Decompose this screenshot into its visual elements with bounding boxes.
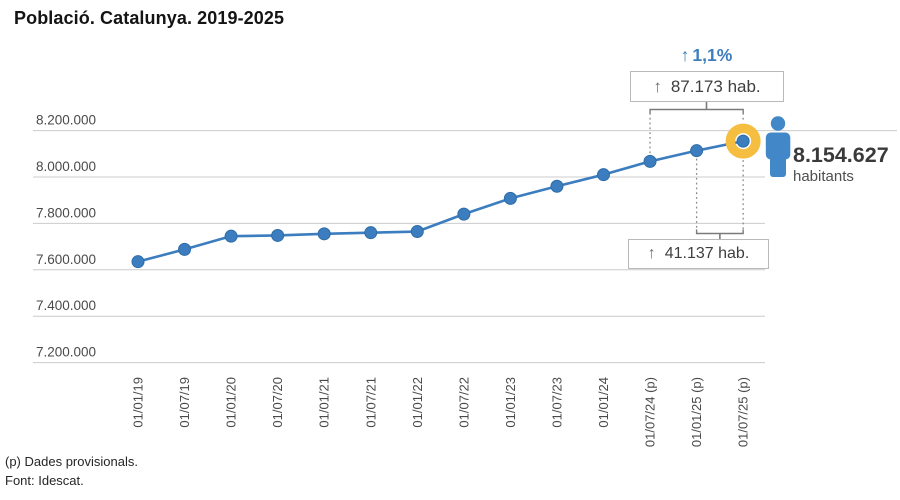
x-axis-tick-label: 01/01/22 xyxy=(410,377,425,428)
latest-population-unit: habitants xyxy=(793,167,854,185)
x-axis-tick-label: 01/07/19 xyxy=(177,377,192,428)
footnote-source: Font: Idescat. xyxy=(5,473,84,488)
x-axis-tick-label: 01/01/23 xyxy=(503,377,518,428)
x-axis-tick-label: 01/07/24 (p) xyxy=(643,377,658,447)
x-axis-tick-label: 01/01/19 xyxy=(131,377,146,428)
data-point-marker xyxy=(271,228,285,242)
data-point-marker xyxy=(178,242,192,256)
x-axis-tick-label: 01/07/22 xyxy=(456,377,471,428)
data-point-marker xyxy=(550,179,564,193)
half-year-bracket xyxy=(695,229,744,235)
data-point-marker xyxy=(131,255,145,269)
person-icon xyxy=(765,132,791,160)
yoy-increase-value: 87.173 hab. xyxy=(670,76,761,96)
y-axis-tick-label: 7.800.000 xyxy=(36,205,96,220)
x-axis-tick-label: 01/01/20 xyxy=(224,377,239,428)
highlight-ring xyxy=(725,123,761,159)
y-axis-tick-label: 8.000.000 xyxy=(36,159,96,174)
up-arrow-icon: ↑ xyxy=(653,76,662,96)
data-point-marker xyxy=(317,227,331,241)
x-axis-tick-label: 01/07/23 xyxy=(549,377,564,428)
y-axis-tick-label: 8.200.000 xyxy=(36,113,96,128)
latest-population-callout: 8.154.627 habitants xyxy=(793,144,889,184)
x-axis-tick-label: 01/01/25 (p) xyxy=(689,377,704,447)
y-axis-tick-label: 7.600.000 xyxy=(36,252,96,267)
chart-title: Població. Catalunya. 2019-2025 xyxy=(14,8,285,28)
footnotes: (p) Dades provisionals. Font: Idescat. xyxy=(5,452,138,490)
data-point-marker xyxy=(224,229,238,243)
x-axis-tick-label: 01/07/20 xyxy=(270,377,285,428)
x-axis-tick-label: 01/01/21 xyxy=(317,377,332,428)
footnote-provisional: (p) Dades provisionals. xyxy=(5,454,138,469)
person-icon xyxy=(770,156,786,177)
y-axis-tick-label: 7.200.000 xyxy=(36,345,96,360)
yoy-bracket xyxy=(649,108,744,114)
x-axis-tick-label: 01/01/24 xyxy=(596,377,611,428)
half-year-increase-value: 41.137 hab. xyxy=(664,245,750,262)
data-point-marker xyxy=(643,154,657,168)
x-axis-tick-label: 01/07/21 xyxy=(363,377,378,428)
data-point-marker xyxy=(410,225,424,239)
data-point-marker xyxy=(457,207,471,221)
half-year-increase-box: ↑ 41.137 hab. xyxy=(628,239,769,269)
data-point-marker xyxy=(690,144,704,158)
yoy-percent-value: 1,1% xyxy=(692,45,733,65)
person-icon xyxy=(770,116,786,131)
up-arrow-icon: ↑ xyxy=(647,245,656,262)
y-axis-tick-label: 7.400.000 xyxy=(36,298,96,313)
data-point-marker xyxy=(597,168,610,182)
yoy-increase-box: ↑ 87.173 hab. xyxy=(630,71,784,102)
yoy-percent-label: ↑ 1,1% xyxy=(628,45,785,66)
latest-population-value: 8.154.627 xyxy=(793,143,889,167)
up-arrow-icon: ↑ xyxy=(680,45,690,65)
data-point-marker xyxy=(736,134,750,148)
data-point-marker xyxy=(364,226,378,240)
data-point-marker xyxy=(503,191,517,205)
x-axis-tick-label: 01/07/25 (p) xyxy=(736,377,751,447)
population-series-line xyxy=(136,139,745,263)
